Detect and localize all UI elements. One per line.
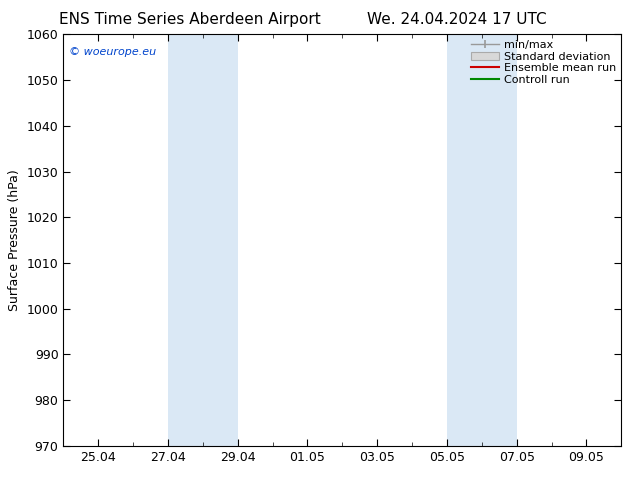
Y-axis label: Surface Pressure (hPa): Surface Pressure (hPa) (8, 169, 21, 311)
Legend: min/max, Standard deviation, Ensemble mean run, Controll run: min/max, Standard deviation, Ensemble me… (469, 38, 618, 87)
Bar (447, 34, 517, 446)
Text: © woeurope.eu: © woeurope.eu (69, 47, 156, 57)
Text: ENS Time Series Aberdeen Airport: ENS Time Series Aberdeen Airport (60, 12, 321, 27)
Bar (168, 34, 238, 446)
Text: We. 24.04.2024 17 UTC: We. 24.04.2024 17 UTC (366, 12, 547, 27)
